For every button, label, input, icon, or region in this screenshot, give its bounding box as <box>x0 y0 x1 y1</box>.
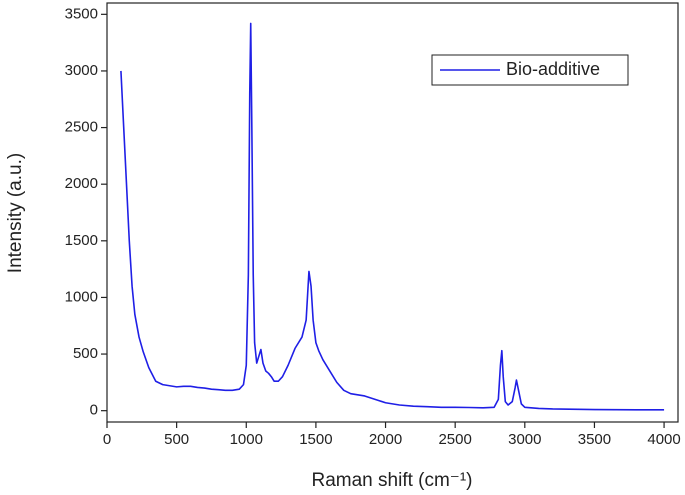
y-tick-label: 2500 <box>65 119 98 136</box>
legend-label: Bio-additive <box>506 59 600 79</box>
data-line <box>120 22 665 411</box>
y-tick-label: 3000 <box>65 62 98 79</box>
x-tick-label: 500 <box>164 431 189 448</box>
y-tick-label: 3500 <box>65 5 98 22</box>
x-tick-label: 3500 <box>578 431 611 448</box>
y-tick-label: 0 <box>90 402 98 419</box>
y-tick-label: 1000 <box>65 288 98 305</box>
x-tick-label: 2500 <box>438 431 471 448</box>
x-tick-label: 2000 <box>369 431 402 448</box>
x-tick-label: 3000 <box>508 431 541 448</box>
x-axis-title: Raman shift (cm⁻¹) <box>312 470 473 491</box>
y-axis-title: Intensity (a.u.) <box>5 153 26 273</box>
y-tick-label: 1500 <box>65 232 98 249</box>
x-tick-label: 1000 <box>230 431 263 448</box>
x-tick-label: 4000 <box>647 431 680 448</box>
y-tick-label: 2000 <box>65 175 98 192</box>
plot-frame <box>106 2 679 423</box>
x-tick-label: 1500 <box>299 431 332 448</box>
y-tick-label: 500 <box>73 345 98 362</box>
x-tick-label: 0 <box>103 431 111 448</box>
legend: Bio-additive <box>431 54 629 86</box>
